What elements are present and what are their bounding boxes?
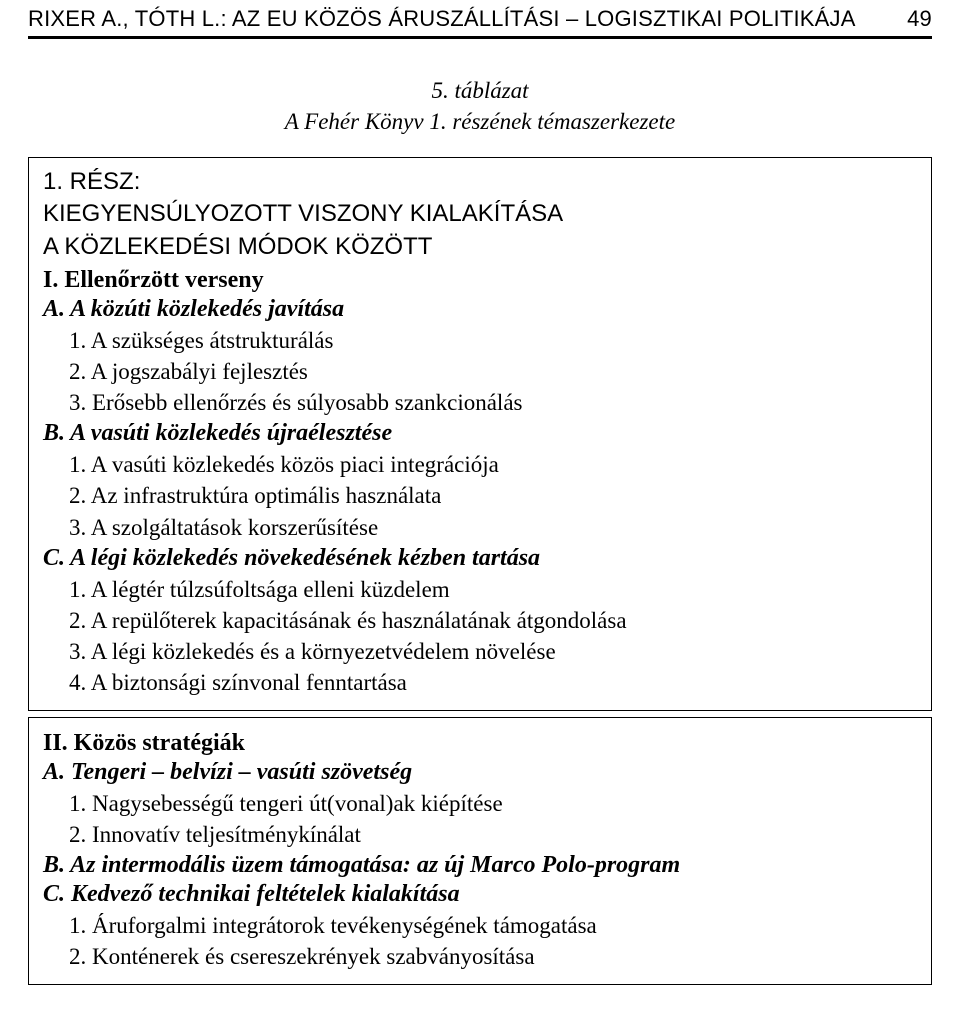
section-i-head: I. Ellenőrzött verseny [43,267,917,294]
subsection-c-list: 1. A légtér túlzsúfoltsága elleni küzdel… [69,574,917,698]
list-item: 1. Nagysebességű tengeri út(vonal)ak kié… [69,788,917,819]
subsection-b-title: B. A vasúti közlekedés újraélesztése [43,420,917,447]
list-item: 3. A szolgáltatások korszerűsítése [69,512,917,543]
subsection-2c-title: C. Kedvező technikai feltételek kialakít… [43,881,917,908]
list-item: 3. A légi közlekedés és a környezetvédel… [69,636,917,667]
table-caption: 5. táblázat A Fehér Könyv 1. részének té… [28,75,932,137]
list-item: 1. A légtér túlzsúfoltsága elleni küzdel… [69,574,917,605]
subsection-a-title: A. A közúti közlekedés javítása [43,296,917,323]
list-item: 4. A biztonsági színvonal fenntartása [69,667,917,698]
section-ii-head: II. Közös stratégiák [43,730,917,757]
subsection-c-title: C. A légi közlekedés növekedésének kézbe… [43,545,917,572]
page-number: 49 [907,6,932,32]
list-item: 2. Az infrastruktúra optimális használat… [69,480,917,511]
part-1-line-1: 1. RÉSZ: [43,168,140,195]
list-item: 1. A vasúti közlekedés közös piaci integ… [69,449,917,480]
list-item: 2. Innovatív teljesítménykínálat [69,819,917,850]
list-item: 2. A repülőterek kapacitásának és haszná… [69,605,917,636]
caption-line-2: A Fehér Könyv 1. részének témaszerkezete [285,109,675,134]
subsection-2b-title: B. Az intermodális üzem támogatása: az ú… [43,852,917,879]
header-rule [28,36,932,39]
subsection-2a-list: 1. Nagysebességű tengeri út(vonal)ak kié… [69,788,917,850]
running-head: RIXER A., TÓTH L.: AZ EU KÖZÖS ÁRUSZÁLLÍ… [28,6,932,32]
outline-box-2: II. Közös stratégiák A. Tengeri – belvíz… [28,717,932,985]
subsection-a-list: 1. A szükséges átstrukturálás 2. A jogsz… [69,325,917,418]
list-item: 1. A szükséges átstrukturálás [69,325,917,356]
part-1-line-3: A KÖZLEKEDÉSI MÓDOK KÖZÖTT [43,233,432,260]
list-item: 3. Erősebb ellenőrzés és súlyosabb szank… [69,387,917,418]
list-item: 1. Áruforgalmi integrátorok tevékenységé… [69,910,917,941]
running-title: RIXER A., TÓTH L.: AZ EU KÖZÖS ÁRUSZÁLLÍ… [28,6,856,32]
part-1-line-2: KIEGYENSÚLYOZOTT VISZONY KIALAKÍTÁSA [43,200,563,227]
subsection-b-list: 1. A vasúti közlekedés közös piaci integ… [69,449,917,542]
page: RIXER A., TÓTH L.: AZ EU KÖZÖS ÁRUSZÁLLÍ… [0,0,960,1011]
subsection-2a-title: A. Tengeri – belvízi – vasúti szövetség [43,759,917,786]
caption-line-1: 5. táblázat [431,78,528,103]
outline-box-1: 1. RÉSZ: KIEGYENSÚLYOZOTT VISZONY KIALAK… [28,157,932,711]
list-item: 2. A jogszabályi fejlesztés [69,356,917,387]
part-1-title: 1. RÉSZ: KIEGYENSÚLYOZOTT VISZONY KIALAK… [43,166,917,263]
list-item: 2. Konténerek és csereszekrények szabván… [69,941,917,972]
